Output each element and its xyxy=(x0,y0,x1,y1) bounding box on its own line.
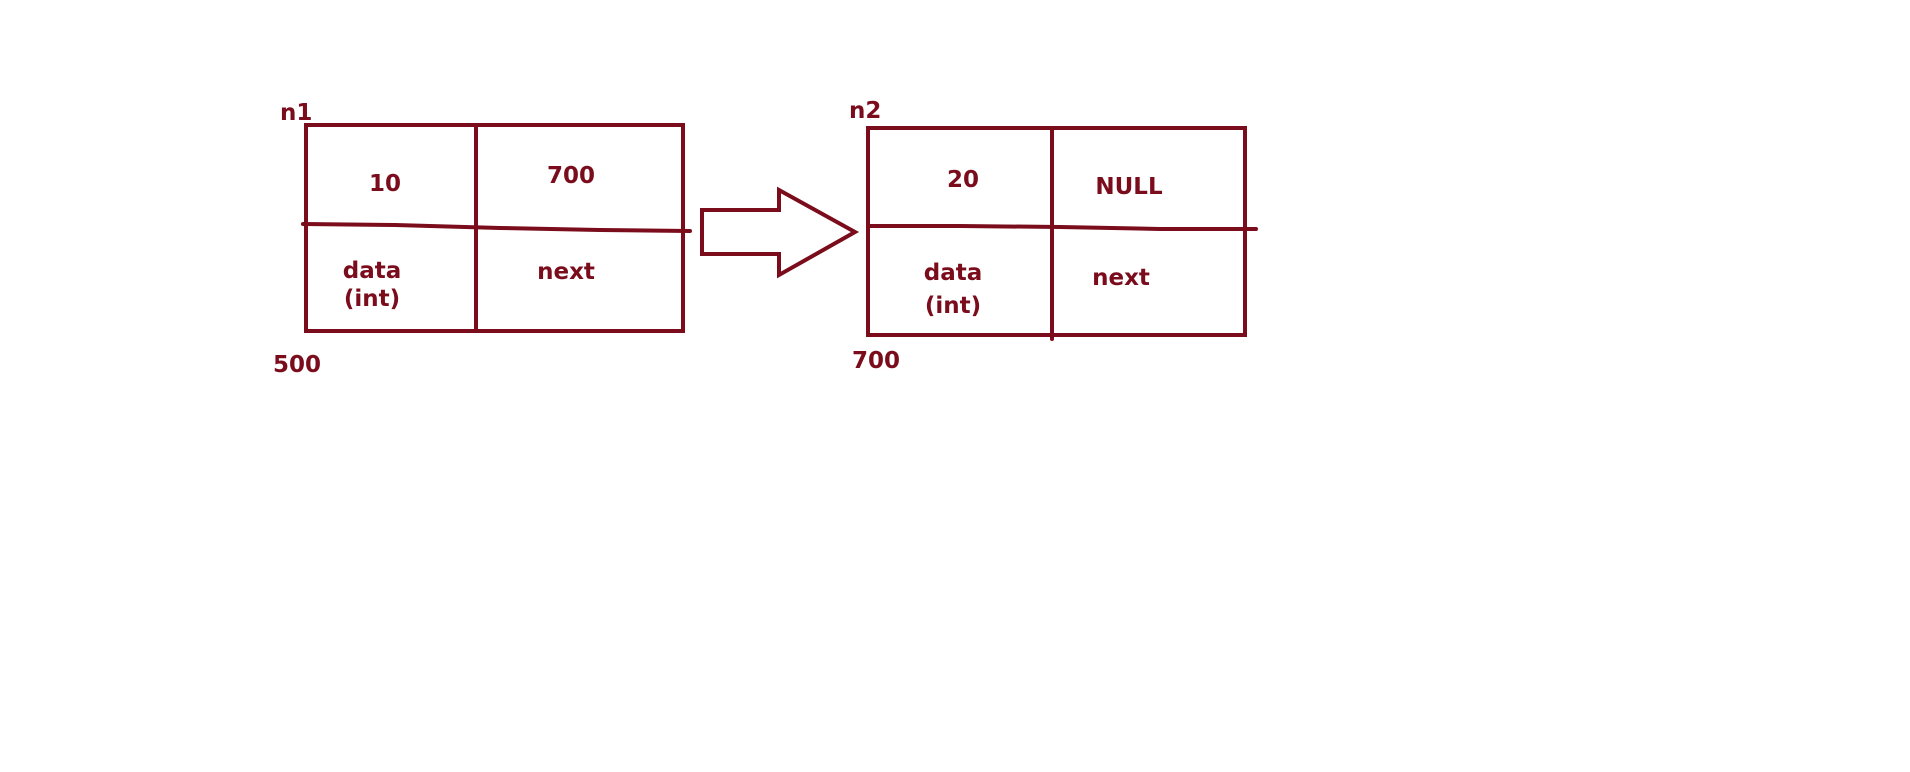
node-n2-horizontal-divider xyxy=(866,224,1258,231)
node-n1-name: n1 xyxy=(280,100,312,126)
node-n2-name: n2 xyxy=(849,98,881,124)
node-n2-next-label: next xyxy=(1092,265,1150,291)
block-arrow-icon xyxy=(700,186,860,279)
node-n1-next-value: 700 xyxy=(547,163,595,189)
node-n2-address: 700 xyxy=(852,348,900,374)
node-n1-address: 500 xyxy=(273,352,321,378)
node-n1-box xyxy=(304,123,685,333)
node-n1-data-label: data xyxy=(343,258,402,284)
node-n1-data-value: 10 xyxy=(369,171,401,197)
node-n1-data-type: (int) xyxy=(344,286,400,312)
node-n2-data-label: data xyxy=(924,260,983,286)
node-n1-horizontal-divider xyxy=(301,222,692,233)
node-n2-data-type: (int) xyxy=(925,293,981,319)
node-n1-next-label: next xyxy=(537,259,595,285)
node-n1: n1 10 700 data (int) next 500 xyxy=(273,100,692,378)
node-n2-next-value: NULL xyxy=(1095,174,1163,200)
node-n2-data-value: 20 xyxy=(947,167,979,193)
node-n2: n2 20 NULL data (int) next 700 xyxy=(849,98,1258,374)
node-n2-box xyxy=(866,126,1247,337)
